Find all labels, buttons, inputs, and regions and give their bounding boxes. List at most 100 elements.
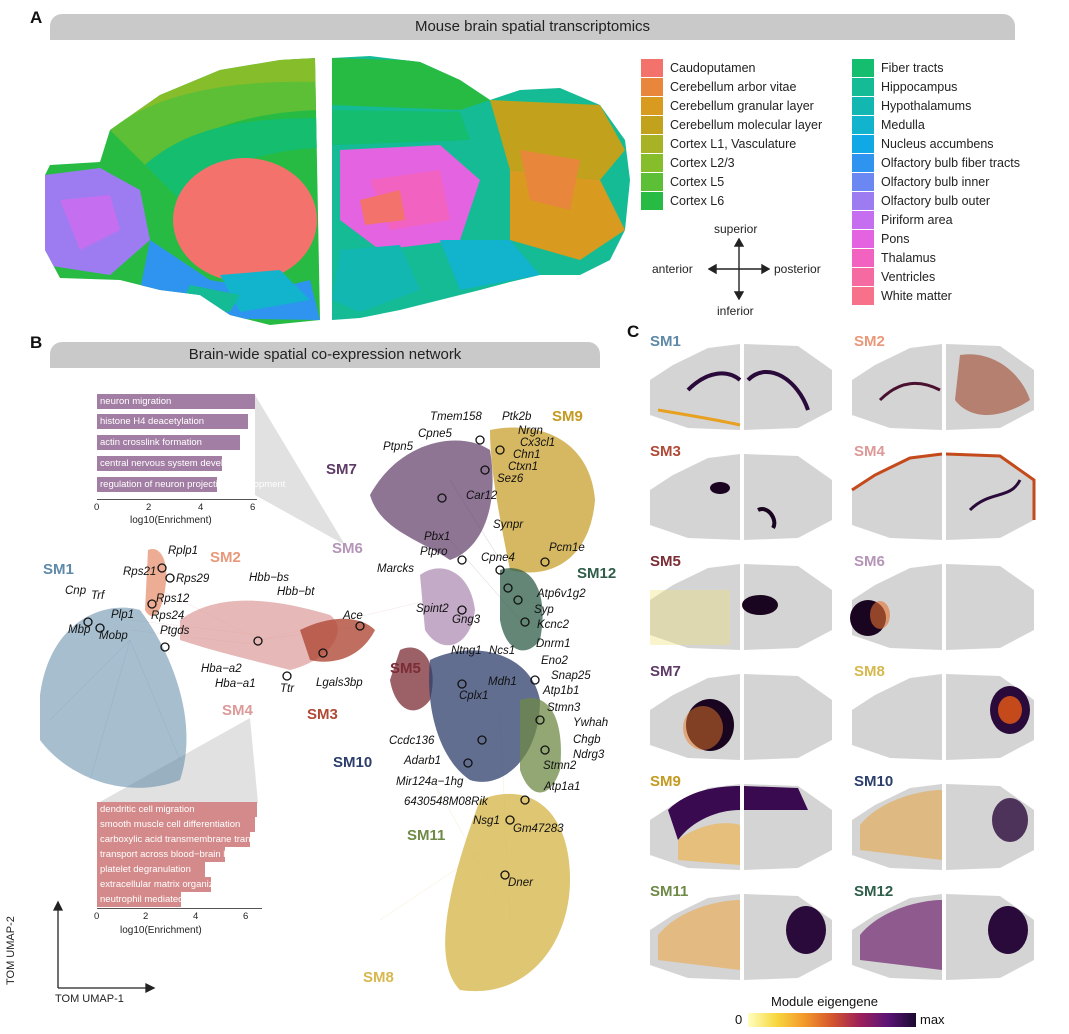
legend-label: Piriform area [881, 213, 953, 227]
gene-label: Cnp [65, 585, 87, 597]
legend-label: Cortex L6 [670, 194, 725, 208]
legend-item: Fiber tracts [852, 59, 944, 77]
gene-label: Kcnc2 [537, 619, 569, 631]
gene-label: Chn1 [513, 449, 541, 461]
gene-label: Cpne4 [481, 552, 515, 564]
legend-item: Hippocampus [852, 78, 957, 96]
mini-map-sm11 [650, 894, 832, 980]
go-bar: transport across blood−brain barrier [97, 847, 251, 862]
gene-label: 6430548M08Rik [404, 796, 488, 808]
gene-label: Hba−a1 [215, 678, 256, 690]
legend-swatch [641, 192, 663, 210]
legend-label: Pons [881, 232, 910, 246]
module-label-sm7: SM7 [326, 461, 357, 478]
gene-label: Sez6 [497, 473, 524, 485]
gene-label: Atp1a1 [544, 781, 581, 793]
legend-item: Cortex L2/3 [641, 154, 735, 172]
legend-item: Cortex L6 [641, 192, 724, 210]
module-label-sm12: SM12 [577, 565, 617, 582]
tick-label: 0 [94, 502, 100, 513]
map-title-sm2: SM2 [854, 333, 885, 350]
go-bar: dendritic cell migration [97, 802, 257, 817]
gene-label: Atp6v1g2 [537, 588, 586, 600]
legend-label: Medulla [881, 118, 925, 132]
go-bar: central nervous system development [97, 456, 255, 471]
module-label-sm8: SM8 [363, 969, 394, 986]
gene-label: Ptk2b [502, 411, 532, 423]
legend-item: Hypothalamums [852, 97, 971, 115]
gene-label: Ywhah [573, 717, 609, 729]
map-title-sm5: SM5 [650, 553, 681, 570]
gene-label: Gm47283 [513, 823, 564, 835]
legend-item: Cortex L5 [641, 173, 724, 191]
legend-swatch [641, 59, 663, 77]
gene-label: Marcks [377, 563, 415, 575]
legend-swatch [852, 78, 874, 96]
legend-swatch [852, 268, 874, 286]
gene-label: Atp1b1 [543, 685, 580, 697]
tick-label: 2 [146, 502, 152, 513]
gene-label: Hbb−bt [277, 586, 315, 598]
gene-label: Trf [91, 590, 105, 602]
gene-label: Tmem158 [430, 411, 482, 423]
tick-label: 6 [243, 911, 249, 922]
map-title-sm3: SM3 [650, 443, 681, 460]
legend-label: Hypothalamums [881, 99, 972, 113]
legend-item: Pons [852, 230, 910, 248]
map-title-sm8: SM8 [854, 663, 885, 680]
gene-label: Snap25 [551, 670, 591, 682]
module-label-sm3: SM3 [307, 706, 338, 723]
legend-item: Medulla [852, 116, 925, 134]
gene-label: Rps12 [156, 593, 190, 605]
compass-posterior: posterior [774, 262, 821, 276]
go-bar: carboxylic acid transmembrane transport [97, 832, 272, 847]
mini-map-sm9 [650, 784, 832, 870]
go-bottom-axis [97, 908, 262, 909]
go-top-chart: neuron migration histone H4 deacetylatio… [97, 394, 285, 494]
legend-label: Ventricles [881, 270, 936, 284]
colorbar-title: Module eigengene [771, 994, 878, 1009]
legend-swatch [852, 154, 874, 172]
legend-label: Hippocampus [881, 80, 958, 94]
go-bottom-chart: dendritic cell migration smooth muscle c… [97, 802, 272, 907]
legend-label: Olfactory bulb fiber tracts [881, 156, 1020, 170]
mini-map-sm4 [851, 452, 1036, 540]
legend-swatch [641, 97, 663, 115]
gene-label: Rps29 [176, 573, 210, 585]
gene-label: Mir124a−1hg [396, 776, 464, 788]
legend-label: Nucleus accumbens [881, 137, 994, 151]
tick-label: 4 [193, 911, 199, 922]
module-label-sm10: SM10 [333, 754, 373, 771]
gene-label: Stmn2 [543, 760, 577, 772]
go-bar: neutrophil mediated immunity [97, 892, 224, 907]
gene-label: Ace [343, 610, 363, 622]
gene-label: Eno2 [541, 655, 568, 667]
legend-swatch [852, 211, 874, 229]
gene-label: Cx3cl1 [520, 437, 556, 449]
legend-swatch [852, 249, 874, 267]
legend-item: Cortex L1, Vasculature [641, 135, 796, 153]
module-label-sm4: SM4 [222, 702, 253, 719]
go-bar: actin crosslink formation [97, 435, 240, 450]
go-bar: platelet degranulation [97, 862, 205, 877]
legend-label: Cerebellum arbor vitae [670, 80, 797, 94]
go-bar: regulation of neuron projection developm… [97, 477, 285, 492]
map-title-sm4: SM4 [854, 443, 885, 460]
umap-y-label: TOM UMAP-2 [5, 916, 17, 985]
tick-label: 2 [143, 911, 149, 922]
legend-item: Cerebellum arbor vitae [641, 78, 796, 96]
gene-label: Rplp1 [168, 545, 199, 557]
mini-map-sm10 [852, 784, 1034, 870]
legend-item: Cerebellum granular layer [641, 97, 814, 115]
legend-swatch [852, 230, 874, 248]
legend-item: Nucleus accumbens [852, 135, 994, 153]
gene-label: Ptpn5 [383, 441, 414, 453]
legend-item: Olfactory bulb outer [852, 192, 990, 210]
gene-label: Nsg1 [473, 815, 500, 827]
gene-label: Ctxn1 [508, 461, 539, 473]
legend-label: Cerebellum molecular layer [670, 118, 823, 132]
tick-label: 6 [250, 502, 256, 513]
gene-label: Mbp [68, 624, 91, 636]
brain-region-map [45, 50, 630, 330]
legend-swatch [641, 78, 663, 96]
